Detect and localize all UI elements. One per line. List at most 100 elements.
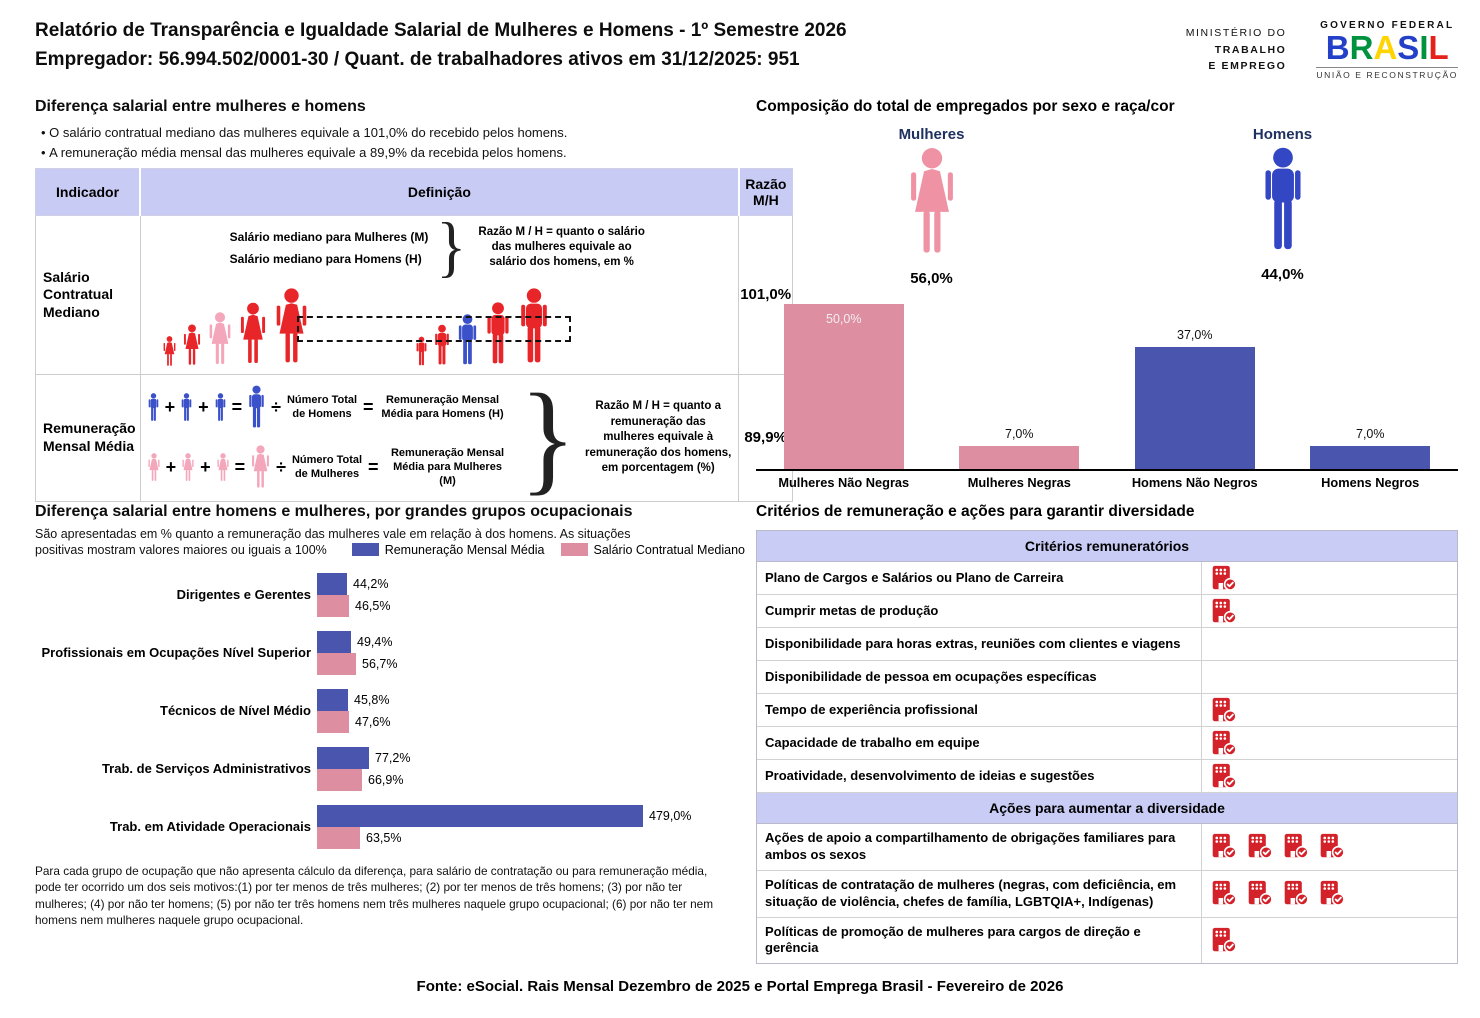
report-header: Relatório de Transparência e Igualdade S… <box>35 16 1458 80</box>
table-row: Remuneração Mensal Média + + = ÷ Número … <box>35 368 794 506</box>
criteria-marks <box>1202 628 1457 660</box>
ratio-note: Razão M / H = quanto a remuneração das m… <box>585 400 732 475</box>
median-line-women: Salário mediano para Mulheres (M) <box>229 229 429 244</box>
criteria-row: Políticas de contratação de mulheres (ne… <box>757 870 1457 918</box>
bar-line: 44,2% <box>317 572 747 595</box>
brace-glyph: } <box>519 368 577 506</box>
chart-legend: Remuneração Mensal Média Salário Contrat… <box>35 543 745 557</box>
composition-categories: Mulheres Não Negras Mulheres Negras Homens… <box>756 475 1458 490</box>
bar-line: 47,6% <box>317 710 747 733</box>
company-check-icon <box>1212 565 1237 591</box>
company-check-icon <box>1212 927 1237 953</box>
bar <box>317 710 349 733</box>
summary-value: 56,0% <box>910 270 953 287</box>
bar-line: 49,4% <box>317 630 747 653</box>
criteria-section-header: Critérios remuneratórios <box>757 531 1457 562</box>
bar-value-label: 50,0% <box>826 312 862 326</box>
bar-pair: 45,8% 47,6% <box>317 688 747 733</box>
bar <box>317 652 356 675</box>
woman-icon <box>209 312 231 364</box>
category-label: Homens Não Negros <box>1131 475 1258 490</box>
criteria-title: Critérios de remuneração e ações para ga… <box>756 503 1195 520</box>
criteria-label: Políticas de promoção de mulheres para c… <box>757 917 1202 964</box>
bar <box>317 768 362 791</box>
occupational-chart-subtitle: São apresentadas em % quanto a remuneraç… <box>35 527 631 558</box>
criteria-marks <box>1202 727 1457 759</box>
employer-line: Empregador: 56.994.502/0001-30 / Quant. … <box>35 49 800 71</box>
bar-line: 77,2% <box>317 746 747 769</box>
bar <box>317 746 369 769</box>
company-check-icon <box>1248 881 1273 907</box>
bar-value-label: 44,2% <box>353 576 389 591</box>
woman-icon <box>183 324 200 365</box>
equals-operator: = <box>363 397 374 418</box>
brasil-letter: S <box>1397 29 1420 66</box>
ministry-line: E EMPREGO <box>1208 59 1287 72</box>
criteria-row: Tempo de experiência profissional <box>757 694 1457 727</box>
man-icon <box>458 314 477 365</box>
criteria-row: Proatividade, desenvolvimento de ideias … <box>757 760 1457 793</box>
bar-line: 46,5% <box>317 594 747 617</box>
criteria-label: Disponibilidade para horas extras, reuni… <box>757 628 1202 660</box>
chart-row: Dirigentes e Gerentes 44,2% 46,5% <box>35 572 747 617</box>
man-icon <box>249 385 264 428</box>
company-check-icon <box>1248 834 1273 860</box>
bar <box>317 688 348 711</box>
category-label: Mulheres Não Negras <box>778 475 910 490</box>
legend-swatch <box>351 543 379 556</box>
criteria-marks <box>1202 595 1457 627</box>
chart-row: Profissionais em Ocupações Nível Superio… <box>35 630 747 675</box>
bar-value-label: 46,5% <box>355 598 391 613</box>
bar-line: 45,8% <box>317 688 747 711</box>
chart-slot: 50,0% <box>756 304 932 469</box>
bar-value-label: 77,2% <box>375 750 411 765</box>
bar-value-label: 37,0% <box>1177 328 1213 342</box>
formula-line: + + = ÷ Número Total de Mulheres = Remun… <box>147 445 512 491</box>
summary-label: Homens <box>1252 126 1313 143</box>
criteria-label: Políticas de contratação de mulheres (ne… <box>757 870 1202 917</box>
equals-operator: = <box>368 457 379 478</box>
criteria-marks <box>1202 562 1457 594</box>
occupational-chart-title: Diferença salarial entre homens e mulher… <box>35 503 633 520</box>
woman-icon <box>756 147 1107 266</box>
criteria-row: Capacidade de trabalho em equipe <box>757 727 1457 760</box>
formula-divisor: Número Total de Homens <box>286 394 358 420</box>
salary-gap-title: Diferença salarial entre mulheres e home… <box>35 98 366 115</box>
women-group <box>162 288 310 368</box>
bar-pair: 44,2% 46,5% <box>317 572 747 617</box>
company-check-icon <box>1212 598 1237 624</box>
company-check-icon <box>1284 834 1309 860</box>
col-header-indicador: Indicador <box>35 168 141 216</box>
chart-footnote: Para cada grupo de ocupação que não apre… <box>35 863 714 928</box>
chart-row: Trab. em Atividade Operacionais 479,0% 6… <box>35 804 747 849</box>
definition-text-block: Salário mediano para Mulheres (M) Salári… <box>147 213 733 281</box>
man-icon <box>435 324 449 365</box>
criteria-row: Disponibilidade de pessoa em ocupações e… <box>757 661 1457 694</box>
criteria-label: Plano de Cargos e Salários ou Plano de C… <box>757 562 1202 594</box>
equals-operator: = <box>234 457 246 478</box>
table-header-row: Indicador Definição Razão M/H <box>35 168 794 216</box>
indicator-name: Salário Contratual Mediano <box>35 215 141 375</box>
divide-operator: ÷ <box>276 457 287 478</box>
formula-lines: + + = ÷ Número Total de Homens = Remuner… <box>147 385 512 491</box>
criteria-row: Plano de Cargos e Salários ou Plano de C… <box>757 562 1457 595</box>
bar: 50,0% <box>783 304 904 469</box>
composition-title: Composição do total de empregados por se… <box>756 98 1175 115</box>
source-footer: Fonte: eSocial. Rais Mensal Dezembro de … <box>416 978 1064 995</box>
ministry-logo: MINISTÉRIO DO TRABALHO E EMPREGO <box>1186 25 1287 74</box>
bullet-item: • O salário contratual mediano das mulhe… <box>41 125 568 140</box>
plus-operator: + <box>165 457 177 478</box>
equals-operator: = <box>231 397 243 418</box>
col-header-definicao: Definição <box>139 168 740 216</box>
people-illustration <box>162 280 717 368</box>
criteria-label: Proatividade, desenvolvimento de ideias … <box>757 760 1202 792</box>
criteria-label: Cumprir metas de produção <box>757 595 1202 627</box>
criteria-row: Políticas de promoção de mulheres para c… <box>757 917 1457 964</box>
bar-value-label: 56,7% <box>362 656 398 671</box>
report-title: Relatório de Transparência e Igualdade S… <box>35 20 847 41</box>
woman-icon <box>910 148 953 253</box>
bar-pair: 479,0% 63,5% <box>317 804 747 849</box>
summary-value: 44,0% <box>1261 266 1304 283</box>
criteria-row: Ações de apoio a compartilhamento de obr… <box>757 824 1457 871</box>
bar-value-label: 66,9% <box>368 772 404 787</box>
